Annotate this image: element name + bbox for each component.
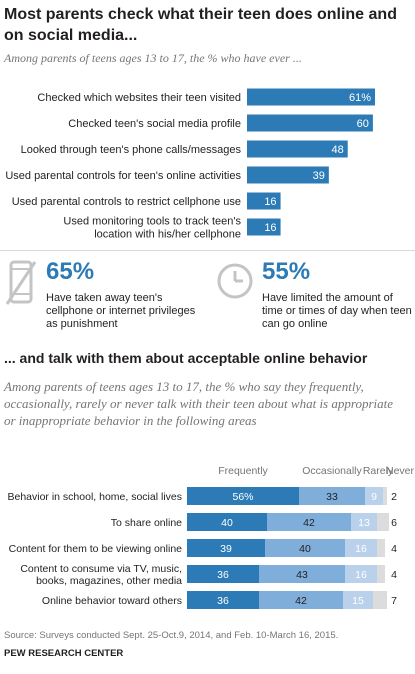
clock-icon bbox=[217, 263, 253, 299]
bar-segment bbox=[345, 565, 377, 583]
value-label: 13 bbox=[358, 517, 370, 529]
bar-segment bbox=[377, 565, 385, 583]
stat-block-punishment: 65% Have taken away teen's cellphone or … bbox=[0, 256, 205, 336]
category-label: Checked teen's social media profile bbox=[68, 118, 241, 130]
bar-segment bbox=[383, 487, 387, 505]
stat-value: 65% bbox=[46, 258, 95, 285]
bar-segment bbox=[343, 591, 373, 609]
stat-description: Have taken away teen's cellphone or inte… bbox=[46, 292, 196, 330]
category-label: Used parental controls to restrict cellp… bbox=[12, 196, 241, 208]
chart-subtitle: Among parents of teens ages 13 to 17, th… bbox=[4, 51, 302, 65]
bar-segment bbox=[265, 539, 345, 557]
bar-segment bbox=[259, 565, 345, 583]
value-label: 15 bbox=[352, 595, 364, 607]
value-label: 16 bbox=[355, 543, 367, 555]
bar-segment bbox=[259, 591, 343, 609]
series-header: Never bbox=[386, 465, 415, 477]
value-label: 4 bbox=[391, 569, 397, 581]
bar bbox=[247, 140, 348, 158]
value-label: 2 bbox=[391, 491, 397, 503]
value-label: 7 bbox=[391, 595, 397, 607]
category-label: Content for them to be viewing online bbox=[9, 543, 183, 555]
bar-segment bbox=[187, 565, 259, 583]
source-note: Source: Surveys conducted Sept. 25-Oct.9… bbox=[4, 630, 339, 641]
value-label: 16 bbox=[264, 222, 276, 234]
value-label: 16 bbox=[264, 196, 276, 208]
category-label: Behavior in school, home, social lives bbox=[7, 491, 182, 503]
value-label: 16 bbox=[355, 569, 367, 581]
stat-block-time-limit: 55% Have limited the amount of time or t… bbox=[210, 256, 415, 336]
bar-segment bbox=[299, 487, 365, 505]
value-label: 33 bbox=[326, 491, 338, 503]
bar-segment bbox=[377, 513, 389, 531]
value-label: 42 bbox=[303, 517, 315, 529]
bar-segment bbox=[377, 539, 385, 557]
value-label: 36 bbox=[217, 595, 229, 607]
bar-segment bbox=[351, 513, 377, 531]
section-subtitle: Among parents of teens ages 13 to 17, th… bbox=[4, 379, 393, 428]
chart-title: Most parents check what their teen does … bbox=[4, 6, 397, 44]
bar-segment bbox=[187, 591, 259, 609]
category-label: location with his/her cellphone bbox=[94, 229, 241, 241]
bar-segment bbox=[345, 539, 377, 557]
bar-segment bbox=[365, 487, 383, 505]
series-header: Occasionally bbox=[302, 465, 362, 477]
value-label: 48 bbox=[331, 144, 343, 156]
no-phone-icon bbox=[6, 260, 36, 305]
category-label: Looked through teen's phone calls/messag… bbox=[21, 144, 242, 156]
stat-description: Have limited the amount of time or times… bbox=[262, 292, 412, 330]
category-label: Online behavior toward others bbox=[42, 595, 182, 607]
bar bbox=[247, 88, 375, 106]
category-label: To share online bbox=[111, 517, 182, 529]
bar-segment bbox=[187, 487, 299, 505]
bar bbox=[247, 218, 281, 236]
bar-segment bbox=[373, 591, 387, 609]
org-name: PEW RESEARCH CENTER bbox=[4, 648, 124, 659]
category-label: Checked which websites their teen visite… bbox=[37, 92, 241, 104]
category-label: Used monitoring tools to track teen's bbox=[63, 216, 241, 228]
value-label: 39 bbox=[313, 170, 325, 182]
stat-value: 55% bbox=[262, 258, 311, 285]
value-label: 36 bbox=[217, 569, 229, 581]
value-label: 39 bbox=[220, 543, 232, 555]
bar bbox=[247, 192, 281, 210]
value-label: 40 bbox=[299, 543, 311, 555]
bar bbox=[247, 114, 373, 132]
bar bbox=[247, 166, 329, 184]
value-label: 40 bbox=[221, 517, 233, 529]
value-label: 61% bbox=[349, 92, 371, 104]
bar-segment bbox=[187, 513, 267, 531]
series-header: Rarely bbox=[363, 465, 394, 477]
category-label: Used parental controls for teen's online… bbox=[5, 170, 241, 182]
bar-chart-monitoring: Checked which websites their teen visite… bbox=[5, 88, 375, 241]
value-label: 4 bbox=[391, 543, 397, 555]
value-label: 60 bbox=[357, 118, 369, 130]
section-title: ... and talk with them about acceptable … bbox=[4, 350, 368, 366]
value-label: 43 bbox=[296, 569, 308, 581]
divider bbox=[0, 250, 415, 251]
value-label: 56% bbox=[232, 491, 253, 503]
category-label: Content to consume via TV, music, bbox=[20, 563, 182, 575]
category-label: books, magazines, other media bbox=[36, 575, 182, 587]
value-label: 6 bbox=[391, 517, 397, 529]
value-label: 9 bbox=[371, 491, 377, 503]
bar-segment bbox=[187, 539, 265, 557]
series-header: Frequently bbox=[218, 465, 268, 477]
value-label: 42 bbox=[295, 595, 307, 607]
bar-segment bbox=[267, 513, 351, 531]
